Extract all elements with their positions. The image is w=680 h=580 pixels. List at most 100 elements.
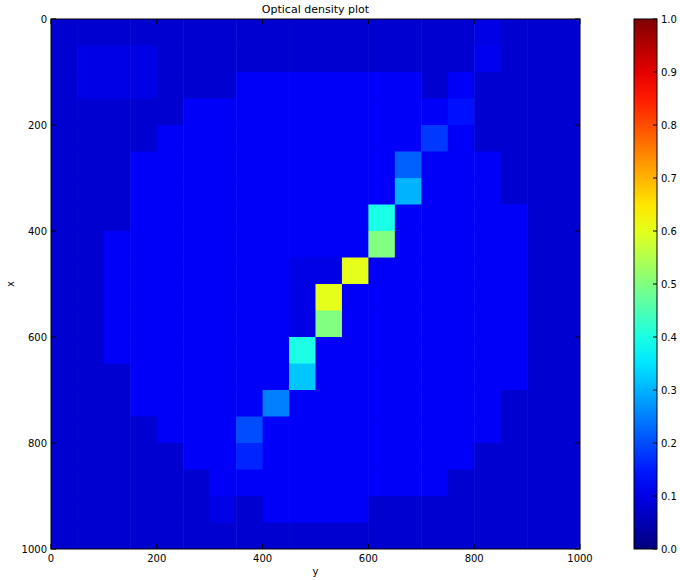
cell (554, 523, 580, 550)
cell (51, 364, 78, 391)
cell (342, 72, 369, 99)
cell (157, 390, 184, 417)
cell (527, 99, 554, 126)
cell (342, 284, 369, 311)
cell (474, 178, 501, 205)
cell (263, 19, 290, 46)
cell (448, 152, 475, 179)
cell (474, 72, 501, 99)
x-tick-label: 0 (48, 553, 54, 564)
cell (395, 178, 422, 205)
cell (183, 364, 210, 391)
cell (104, 72, 131, 99)
cell (501, 152, 528, 179)
cell (316, 258, 343, 285)
y-tick (51, 125, 56, 126)
cell (157, 46, 184, 73)
cell (368, 496, 395, 523)
cell (289, 364, 316, 391)
cell (342, 231, 369, 258)
cell (448, 470, 475, 497)
cell (527, 205, 554, 232)
cell (527, 231, 554, 258)
cell (421, 284, 448, 311)
cell (554, 417, 580, 444)
cell (183, 99, 210, 126)
cell (263, 390, 290, 417)
cell (77, 152, 104, 179)
cell (263, 99, 290, 126)
cell (368, 46, 395, 73)
cell (210, 19, 237, 46)
cell (448, 125, 475, 152)
cell (51, 72, 78, 99)
cell (342, 125, 369, 152)
cell (104, 364, 131, 391)
x-tick-top (368, 19, 369, 24)
cell (51, 390, 78, 417)
cell (183, 72, 210, 99)
cell (448, 443, 475, 470)
cell (263, 337, 290, 364)
cell (183, 417, 210, 444)
cell (501, 470, 528, 497)
cell (130, 258, 157, 285)
cell (289, 258, 316, 285)
cell (316, 231, 343, 258)
x-tick-label: 600 (359, 553, 378, 564)
cell (51, 258, 78, 285)
x-tick (368, 544, 369, 549)
cell (474, 258, 501, 285)
cell (77, 19, 104, 46)
cell (368, 443, 395, 470)
cell (157, 443, 184, 470)
cell (474, 205, 501, 232)
cell (104, 523, 131, 550)
cell (157, 178, 184, 205)
cell (77, 178, 104, 205)
cell (316, 72, 343, 99)
cell (554, 125, 580, 152)
cell (236, 470, 263, 497)
colorbar-tick (653, 443, 657, 444)
x-tick (51, 544, 52, 549)
cell (104, 125, 131, 152)
cell (474, 125, 501, 152)
cell (501, 125, 528, 152)
cell (236, 231, 263, 258)
cell (210, 284, 237, 311)
cell (421, 311, 448, 338)
cell (501, 19, 528, 46)
cell (368, 152, 395, 179)
cell (51, 284, 78, 311)
cell (448, 258, 475, 285)
cell (289, 470, 316, 497)
cell (236, 417, 263, 444)
cell (501, 390, 528, 417)
cell (501, 46, 528, 73)
cell (183, 284, 210, 311)
cell (263, 417, 290, 444)
cell (395, 364, 422, 391)
cell (236, 443, 263, 470)
cell (263, 443, 290, 470)
cell (448, 496, 475, 523)
cell (210, 417, 237, 444)
cell (448, 99, 475, 126)
cell (104, 337, 131, 364)
cell (289, 46, 316, 73)
cell (448, 178, 475, 205)
colorbar-tick (653, 496, 657, 497)
cell (130, 205, 157, 232)
cell (368, 231, 395, 258)
cell (554, 496, 580, 523)
cell (474, 523, 501, 550)
cell (421, 99, 448, 126)
cell (104, 284, 131, 311)
cell (342, 99, 369, 126)
cell (210, 231, 237, 258)
cell (501, 337, 528, 364)
cell (210, 496, 237, 523)
cell (183, 19, 210, 46)
colorbar-tick-label: 1.0 (661, 14, 677, 25)
